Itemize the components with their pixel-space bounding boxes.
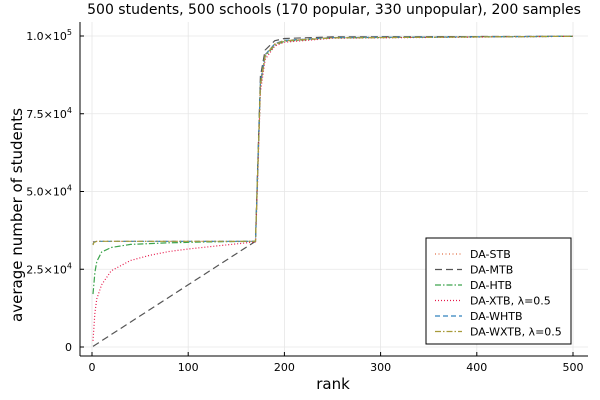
series-line-4 [92, 35, 574, 341]
x-tick-label: 500 [563, 361, 584, 374]
x-tick-label: 100 [178, 361, 199, 374]
y-tick-label: 0 [65, 341, 72, 354]
legend-box [425, 237, 572, 345]
series-layer [92, 35, 574, 347]
y-tick-label: 1.0×105 [26, 28, 72, 43]
chart-title: 500 students, 500 schools (170 popular, … [87, 2, 581, 18]
legend-label: DA-WHTB [470, 310, 523, 323]
y-tick-label: 5.0×104 [26, 184, 72, 199]
legend-label: DA-WXTB, λ=0.5 [470, 326, 562, 339]
x-axis-ticks: 0 100 200 300 400 500 [89, 352, 584, 374]
axes [79, 22, 588, 357]
y-tick-label: 2.5×104 [26, 261, 72, 276]
x-tick-label: 200 [274, 361, 295, 374]
x-tick-label: 0 [89, 361, 96, 374]
legend-label: DA-MTB [470, 264, 513, 277]
x-tick-label: 400 [466, 361, 487, 374]
series-line-2 [92, 35, 574, 347]
y-tick-label: 7.5×104 [26, 106, 72, 121]
legend: DA-STB DA-MTB DA-HTB DA-XTB, λ=0.5 DA-WHTB DA… [425, 237, 572, 345]
grid [80, 22, 588, 356]
legend-label: DA-XTB, λ=0.5 [470, 295, 551, 308]
y-axis-ticks: 0 2.5×104 5.0×104 7.5×104 1.0×105 [26, 28, 84, 354]
series-line-1 [92, 35, 574, 243]
x-tick-label: 300 [370, 361, 391, 374]
series-line-6 [92, 35, 574, 246]
x-axis-label: rank [316, 375, 350, 393]
series-line-5 [92, 35, 574, 245]
legend-label: DA-HTB [470, 279, 512, 292]
legend-label: DA-STB [470, 248, 511, 261]
y-axis-label: average number of students [8, 108, 26, 322]
